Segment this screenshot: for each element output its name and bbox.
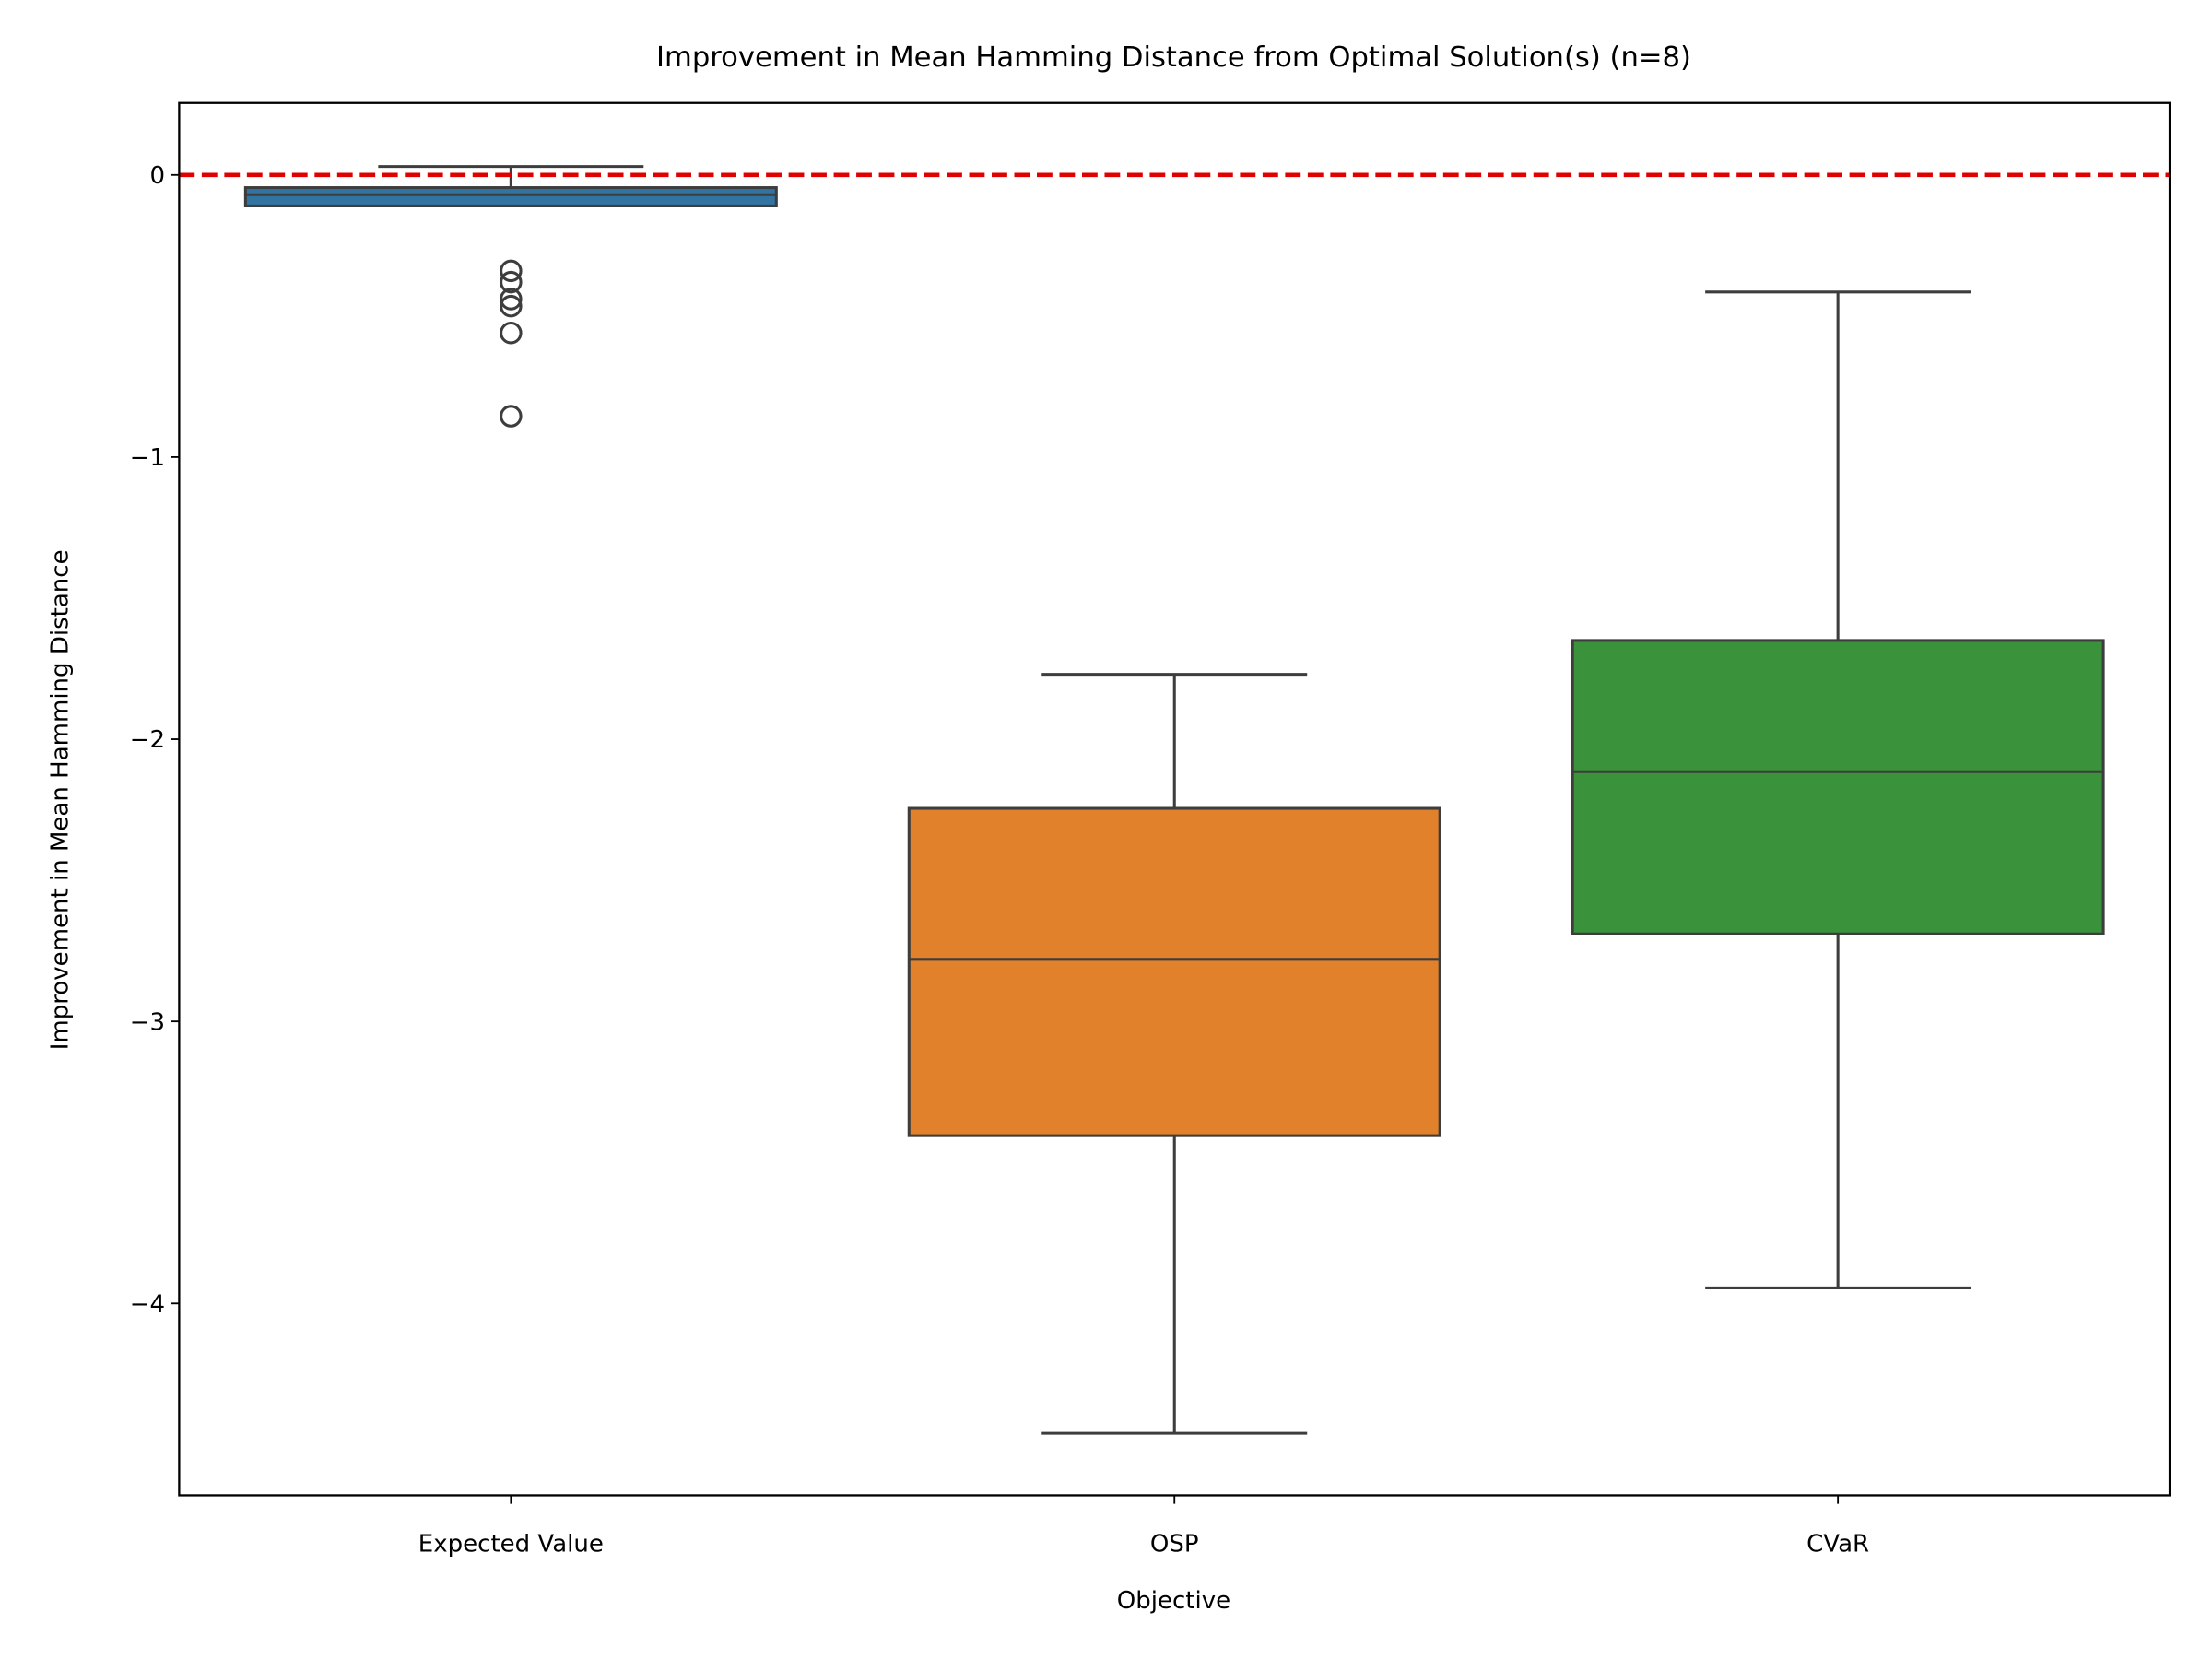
box — [243, 186, 778, 207]
plot-frame — [178, 101, 2171, 1497]
x-tick-label: CVaR — [1806, 1531, 1869, 1559]
box — [1571, 639, 2105, 935]
outlier — [500, 270, 523, 294]
y-tick-label: −1 — [130, 444, 165, 472]
x-axis-label: Objective — [1117, 1587, 1230, 1615]
outlier — [500, 259, 523, 283]
chart-title: Improvement in Mean Hamming Distance fro… — [656, 41, 1691, 74]
outlier — [500, 294, 523, 318]
y-axis-label: Improvement in Mean Hamming Distance — [46, 549, 74, 1050]
outlier — [500, 321, 523, 345]
y-tick-label: −3 — [130, 1008, 165, 1036]
x-tick-label: OSP — [1150, 1531, 1199, 1559]
y-tick-label: −4 — [130, 1290, 165, 1318]
y-tick-label: 0 — [150, 162, 166, 190]
y-tick-label: −2 — [130, 726, 165, 754]
outlier — [500, 288, 523, 311]
box — [907, 806, 1441, 1137]
outlier — [500, 405, 523, 428]
x-tick-label: Expected Value — [418, 1531, 604, 1559]
